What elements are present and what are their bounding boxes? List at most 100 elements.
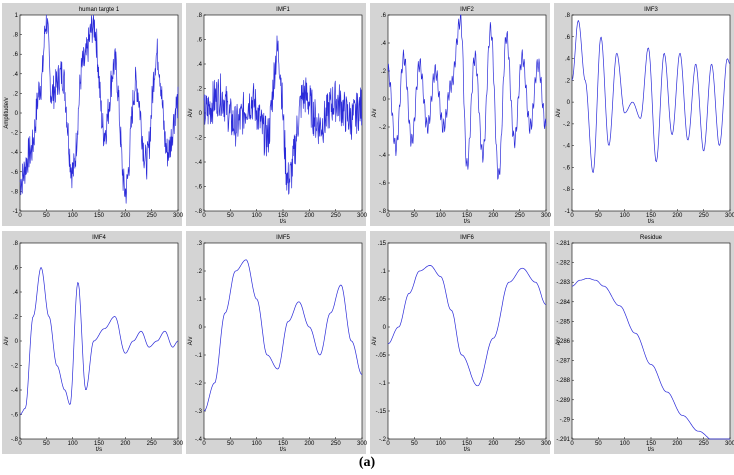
x-tick-label: 200	[488, 213, 499, 219]
figure-caption: (a)	[358, 455, 376, 470]
x-tick-label: 250	[331, 213, 342, 219]
y-tick-label: .15	[378, 241, 387, 247]
y-tick-label: -.8	[563, 187, 571, 193]
chart-panel-3: IMF2 0 50 100 150 200 250 300 -.8 -.6 -.4 -.2 0 .2 .4.…	[370, 3, 552, 226]
y-tick-label: .6	[13, 52, 19, 58]
y-tick-label: -1	[13, 209, 19, 215]
series-line	[387, 265, 547, 387]
y-tick-label: -.287	[556, 359, 570, 365]
plot-area	[387, 14, 547, 212]
y-tick-label: -.2	[379, 125, 387, 131]
chart-title: IMF4	[92, 235, 106, 241]
series-line	[19, 14, 179, 204]
plot-area	[19, 242, 179, 440]
x-tick-label: 100	[68, 441, 79, 447]
x-tick-label: 100	[620, 441, 631, 447]
y-tick-label: -.282	[556, 261, 570, 267]
y-tick-label: -.05	[376, 353, 387, 359]
x-tick-label: 100	[436, 441, 447, 447]
x-tick-label: 200	[304, 213, 315, 219]
y-tick-label: .8	[565, 13, 571, 19]
y-tick-label: -.291	[556, 437, 570, 443]
x-tick-label: 300	[173, 213, 184, 219]
chart-panel-1: human targte 1 0 50 100 150 200 250 300 -1 -.8 -.6…	[2, 3, 184, 226]
series-line	[571, 277, 730, 440]
y-tick-label: .3	[197, 241, 203, 247]
x-axis-label: t/s	[280, 447, 286, 453]
x-tick-label: 50	[43, 213, 50, 219]
y-tick-label: -.6	[563, 165, 571, 171]
y-tick-label: .4	[13, 290, 19, 296]
y-tick-label: .2	[197, 269, 203, 275]
y-tick-label: -.289	[556, 398, 570, 404]
x-tick-label: 0	[386, 441, 390, 447]
y-tick-label: -.281	[556, 241, 570, 247]
y-tick-label: .8	[13, 241, 19, 247]
x-tick-label: 200	[672, 213, 683, 219]
x-tick-label: 0	[202, 213, 206, 219]
x-tick-label: 50	[227, 213, 234, 219]
x-tick-label: 0	[18, 213, 22, 219]
y-tick-label: -.286	[556, 339, 570, 345]
plot-area	[571, 242, 731, 440]
chart-panel-4: IMF3 0 50 100 150 200 250 300 -1 -.8 -.6 -.4 -.2 0 .2.…	[554, 3, 734, 226]
y-tick-label: .1	[197, 297, 203, 303]
y-tick-label: -.3	[195, 409, 203, 415]
y-tick-label: -.6	[195, 185, 203, 191]
chart-title: human targte 1	[79, 7, 120, 13]
x-tick-label: 250	[699, 441, 710, 447]
chart-title: IMF2	[460, 7, 474, 13]
x-tick-label: 50	[411, 441, 418, 447]
y-tick-label: .8	[13, 33, 19, 39]
x-axis-label: t/s	[464, 219, 470, 225]
y-tick-label: -.8	[11, 189, 19, 195]
y-tick-label: 0	[199, 325, 203, 331]
x-tick-label: 0	[386, 213, 390, 219]
y-tick-label: 0	[15, 111, 19, 117]
x-tick-label: 300	[541, 213, 552, 219]
y-tick-label: -.4	[379, 153, 387, 159]
x-tick-label: 150	[462, 213, 473, 219]
x-tick-label: 0	[570, 441, 574, 447]
y-tick-label: .6	[565, 35, 571, 41]
x-tick-label: 150	[462, 441, 473, 447]
y-tick-label: -.2	[195, 136, 203, 142]
x-tick-label: 100	[620, 213, 631, 219]
y-tick-label: .2	[381, 69, 387, 75]
y-tick-label: -.1	[379, 381, 387, 387]
x-axis-label: t/s	[648, 447, 654, 453]
x-tick-label: 200	[304, 441, 315, 447]
x-tick-label: 250	[147, 441, 158, 447]
y-axis-label: Amplitude/v	[4, 97, 10, 128]
y-tick-label: 0	[199, 111, 203, 117]
x-tick-label: 0	[570, 213, 574, 219]
y-tick-label: -.2	[11, 131, 19, 137]
y-tick-label: .05	[378, 297, 387, 303]
x-tick-label: 150	[646, 213, 657, 219]
y-tick-label: .8	[197, 13, 203, 19]
x-tick-label: 300	[357, 213, 368, 219]
y-axis-label: A/v	[372, 337, 378, 346]
y-tick-label: -.2	[11, 364, 19, 370]
series-line	[203, 259, 363, 412]
y-tick-label: .2	[197, 87, 203, 93]
y-tick-label: .4	[13, 72, 19, 78]
x-tick-label: 150	[278, 441, 289, 447]
series-line	[203, 35, 363, 195]
x-tick-label: 0	[202, 441, 206, 447]
x-axis-label: t/s	[280, 219, 286, 225]
x-tick-label: 100	[436, 213, 447, 219]
plot-area	[571, 14, 731, 212]
x-tick-label: 100	[252, 441, 263, 447]
y-tick-label: -.2	[379, 437, 387, 443]
series-line	[387, 14, 547, 180]
x-tick-label: 150	[646, 441, 657, 447]
plot-area	[19, 14, 179, 212]
chart-title: Residue	[640, 235, 663, 241]
x-tick-label: 250	[331, 441, 342, 447]
x-tick-label: 50	[595, 213, 602, 219]
x-axis-label: t/s	[464, 447, 470, 453]
chart-title: IMF1	[276, 7, 290, 13]
x-tick-label: 50	[595, 441, 602, 447]
x-tick-label: 150	[278, 213, 289, 219]
